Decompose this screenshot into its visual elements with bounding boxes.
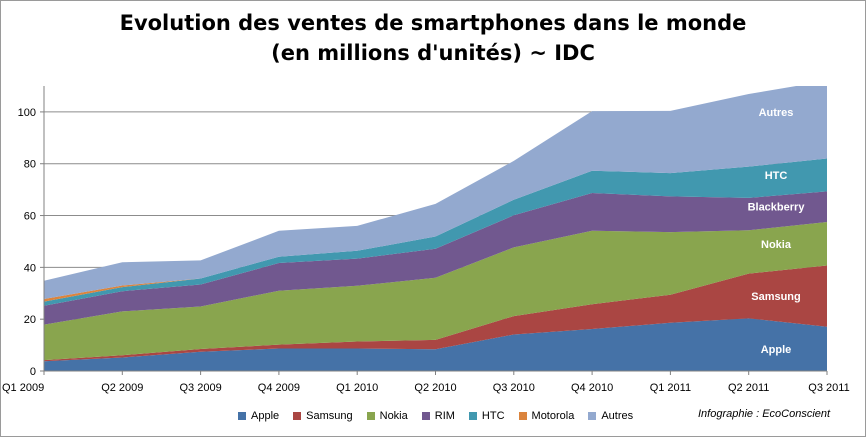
x-tick-label: Q3 2010 [493, 382, 535, 394]
y-tick-label: 100 [18, 107, 36, 119]
legend: Apple Samsung Nokia RIM HTC Motorola Autres [238, 408, 647, 424]
legend-swatch [238, 412, 246, 420]
x-tick-label: Q3 2011 [808, 382, 849, 394]
chart-title: Evolution des ventes de smartphones dans… [119, 11, 747, 35]
x-tick-label: Q2 2011 [728, 382, 769, 394]
area-htc [44, 158, 827, 306]
area-rim [44, 191, 827, 325]
y-tick-label: 60 [24, 211, 36, 223]
area-apple [44, 318, 827, 371]
legend-swatch [421, 412, 430, 420]
legend-label: HTC [481, 410, 505, 422]
area-label-autres: Autres [759, 107, 794, 119]
area-label-nokia: Nokia [761, 239, 792, 251]
legend-label: Motorola [531, 410, 575, 422]
area-autres [44, 86, 827, 299]
x-tick-label: Q1 2010 [336, 382, 378, 394]
legend-label: Nokia [379, 410, 408, 422]
chart-title-block: Evolution des ventes de smartphones dans… [0, 8, 866, 68]
legend-swatch [588, 412, 597, 420]
legend-item-motorola: Motorola [518, 410, 575, 422]
legend-label: Apple [251, 410, 280, 422]
x-tick-label: Q1 2011 [650, 382, 691, 394]
y-tick-label: 80 [24, 159, 36, 171]
y-tick-label: 0 [30, 366, 36, 378]
credit-text: Infographie : EcoConscient [698, 408, 831, 420]
legend-label: RIM [434, 410, 455, 422]
x-tick-label: Q2 2010 [414, 382, 456, 394]
legend-item-htc: HTC [468, 410, 505, 422]
y-tick-label: 20 [24, 314, 36, 326]
area-label-blackberry: Blackberry [748, 202, 806, 214]
area-label-apple: Apple [761, 344, 792, 356]
area-nokia [44, 222, 827, 361]
area-label-htc: HTC [765, 170, 788, 182]
legend-swatch [366, 412, 375, 420]
legend-swatch [518, 412, 527, 420]
chart-subtitle: (en millions d'unités) ~ IDC [271, 41, 595, 65]
legend-label: Autres [601, 410, 634, 422]
legend-swatch [468, 412, 477, 420]
x-tick-label: Q3 2009 [179, 382, 221, 394]
x-tick-label: Q1 2009 [2, 382, 44, 394]
legend-item-rim: RIM [421, 410, 455, 422]
x-tick-label: Q4 2009 [258, 382, 300, 394]
area-samsung [44, 265, 827, 362]
legend-item-samsung: Samsung [293, 410, 353, 422]
area-label-samsung: Samsung [751, 291, 801, 303]
x-tick-label: Q4 2010 [571, 382, 613, 394]
y-tick-label: 40 [24, 262, 36, 274]
legend-label: Samsung [306, 410, 353, 422]
legend-item-autres: Autres [588, 410, 633, 422]
legend-item-apple: Apple [238, 410, 279, 422]
x-tick-label: Q2 2009 [101, 382, 143, 394]
legend-item-nokia: Nokia [366, 410, 408, 422]
legend-swatch [293, 412, 302, 420]
